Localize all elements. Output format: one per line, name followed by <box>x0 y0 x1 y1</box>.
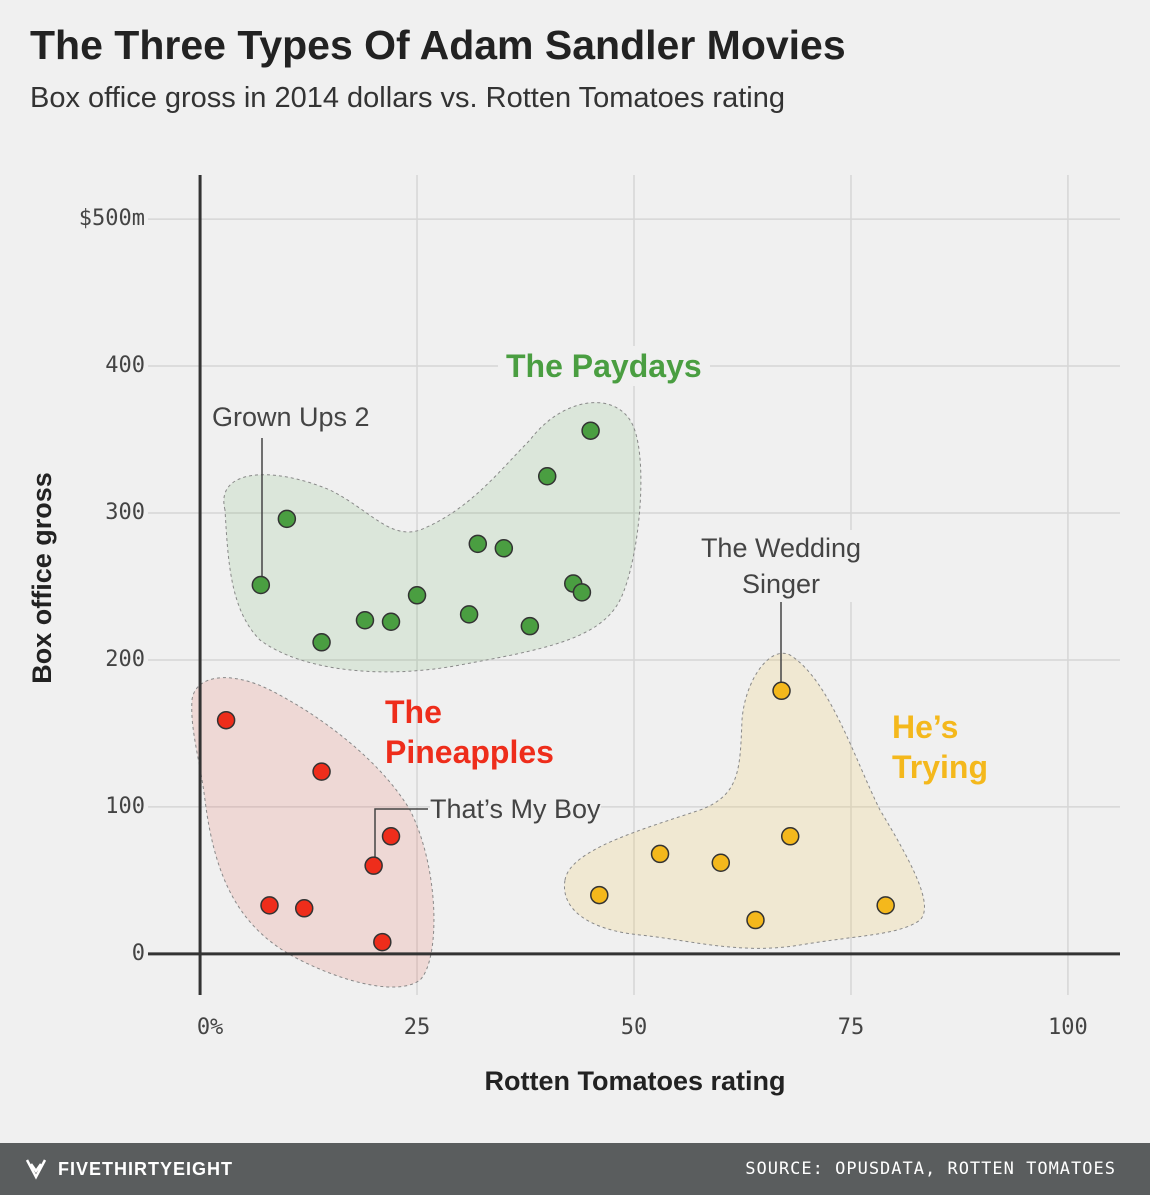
annotation: Grown Ups 2 <box>212 399 370 435</box>
point <box>373 932 392 952</box>
point <box>468 534 488 554</box>
x-axis-label: Rotten Tomatoes rating <box>484 1066 785 1096</box>
point <box>294 899 314 918</box>
logo <box>25 1159 47 1180</box>
point <box>746 910 765 930</box>
point <box>260 896 279 915</box>
point <box>381 827 401 846</box>
point <box>772 681 791 701</box>
source: SOURCE: OPUSDATA, ROTTEN TOMATOES <box>745 1159 1116 1179</box>
brand: FIVETHIRTYEIGHT <box>58 1159 234 1179</box>
point <box>355 611 375 630</box>
chart: Rotten Tomatoes rating Box office gross … <box>27 175 1120 1096</box>
x-tick-label: 25 <box>404 1015 431 1040</box>
chart-title: The Three Types Of Adam Sandler Movies <box>30 22 846 68</box>
point <box>494 539 514 558</box>
annotation: The Wedding Singer <box>681 530 881 602</box>
point <box>407 586 427 605</box>
point <box>876 896 895 915</box>
y-tick-label: 400 <box>105 353 145 378</box>
series-label: He’s Trying <box>892 709 989 785</box>
y-tick-label: $500m <box>79 206 145 231</box>
cluster-area <box>223 402 642 673</box>
y-tick-label: 300 <box>105 500 145 525</box>
series-label: The Paydays <box>498 346 710 386</box>
point <box>650 844 670 864</box>
point <box>537 467 557 486</box>
y-axis-label: Box office gross <box>27 472 57 684</box>
point <box>590 885 609 905</box>
point <box>216 710 236 730</box>
y-tick-label: 200 <box>105 647 145 672</box>
y-tick-label: 100 <box>105 794 145 819</box>
footer: FIVETHIRTYEIGHT SOURCE: OPUSDATA, ROTTEN… <box>0 1143 1150 1195</box>
point <box>381 612 401 631</box>
x-tick-label: 100 <box>1048 1015 1088 1040</box>
leader-line <box>374 808 428 858</box>
point <box>251 575 271 595</box>
point <box>520 616 540 636</box>
point <box>711 853 731 872</box>
annotation: That’s My Boy <box>430 791 601 827</box>
series-label: The Pineapples <box>385 694 554 770</box>
point <box>312 762 331 781</box>
x-tick-label: 75 <box>838 1015 865 1040</box>
point <box>572 583 592 602</box>
point <box>277 509 297 529</box>
point <box>780 827 800 846</box>
point <box>364 856 383 875</box>
x-tick-label: 50 <box>621 1015 648 1040</box>
cluster-area <box>191 677 435 988</box>
point <box>581 421 600 440</box>
cluster-area <box>563 652 925 949</box>
x-tick-label: 0% <box>197 1015 224 1040</box>
point <box>459 605 479 624</box>
y-tick-label: 0 <box>132 941 145 966</box>
chart-subtitle: Box office gross in 2014 dollars vs. Rot… <box>30 82 785 114</box>
point <box>312 633 331 652</box>
